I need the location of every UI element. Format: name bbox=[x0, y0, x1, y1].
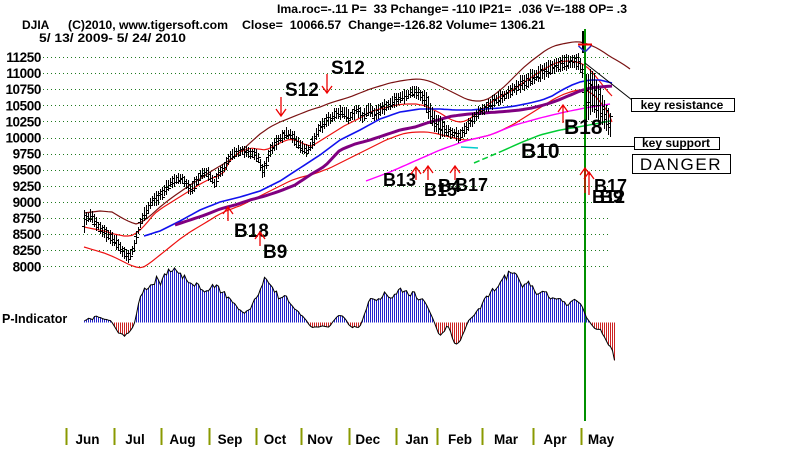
svg-text:8250: 8250 bbox=[13, 243, 41, 258]
svg-text:8000: 8000 bbox=[13, 259, 41, 274]
svg-text:S12: S12 bbox=[331, 58, 365, 79]
svg-text:Aug: Aug bbox=[169, 432, 195, 447]
svg-text:Jun: Jun bbox=[75, 432, 99, 447]
svg-text:P-Indicator: P-Indicator bbox=[2, 312, 67, 326]
svg-text:Ima.roc=-.11 P= 33 Pchange= -: Ima.roc=-.11 P= 33 Pchange= -110 IP21= .… bbox=[277, 2, 627, 16]
svg-text:key support: key support bbox=[642, 136, 710, 150]
svg-text:B18: B18 bbox=[564, 116, 603, 139]
svg-text:Nov: Nov bbox=[307, 432, 333, 447]
svg-text:9250: 9250 bbox=[13, 179, 41, 194]
svg-text:B12: B12 bbox=[592, 187, 625, 207]
svg-text:Jul: Jul bbox=[125, 432, 145, 447]
svg-text:Apr: Apr bbox=[543, 432, 567, 447]
svg-text:B17: B17 bbox=[455, 175, 488, 195]
svg-text:S12: S12 bbox=[285, 80, 319, 101]
svg-text:Sep: Sep bbox=[218, 432, 243, 447]
svg-text:11000: 11000 bbox=[6, 66, 41, 81]
svg-text:11250: 11250 bbox=[6, 50, 41, 65]
svg-text:5/ 13/ 2009- 5/ 24/ 2010: 5/ 13/ 2009- 5/ 24/ 2010 bbox=[39, 31, 186, 45]
svg-text:8750: 8750 bbox=[13, 211, 41, 226]
svg-text:Mar: Mar bbox=[494, 432, 519, 447]
svg-text:B4: B4 bbox=[438, 176, 461, 196]
svg-text:Feb: Feb bbox=[448, 432, 472, 447]
svg-text:10750: 10750 bbox=[5, 82, 41, 97]
svg-text:9750: 9750 bbox=[13, 147, 41, 162]
svg-text:(C)2010, www.tigersoft.com: (C)2010, www.tigersoft.com bbox=[68, 18, 228, 32]
svg-text:9000: 9000 bbox=[13, 195, 41, 210]
svg-text:B15: B15 bbox=[424, 180, 457, 200]
svg-text:10000: 10000 bbox=[5, 131, 41, 146]
svg-text:Dec: Dec bbox=[355, 432, 380, 447]
svg-text:B9: B9 bbox=[600, 187, 623, 207]
svg-text:B13: B13 bbox=[383, 170, 416, 190]
svg-text:DANGER: DANGER bbox=[640, 155, 722, 174]
svg-text:Oct: Oct bbox=[264, 432, 287, 447]
svg-text:B18: B18 bbox=[234, 221, 269, 242]
svg-text:DJIA: DJIA bbox=[22, 18, 50, 32]
svg-text:B10: B10 bbox=[521, 140, 560, 163]
svg-text:Jan: Jan bbox=[405, 432, 428, 447]
svg-text:10500: 10500 bbox=[5, 98, 41, 113]
svg-text:May: May bbox=[588, 432, 615, 447]
svg-text:8500: 8500 bbox=[13, 227, 41, 242]
svg-text:B17: B17 bbox=[594, 176, 627, 196]
svg-text:key resistance: key resistance bbox=[641, 98, 724, 112]
svg-text:Close= 10066.57 Change=-126.: Close= 10066.57 Change=-126.82 Volume= 1… bbox=[242, 18, 545, 32]
svg-text:B9: B9 bbox=[263, 242, 287, 263]
svg-text:10250: 10250 bbox=[5, 114, 41, 129]
svg-text:9500: 9500 bbox=[13, 163, 41, 178]
